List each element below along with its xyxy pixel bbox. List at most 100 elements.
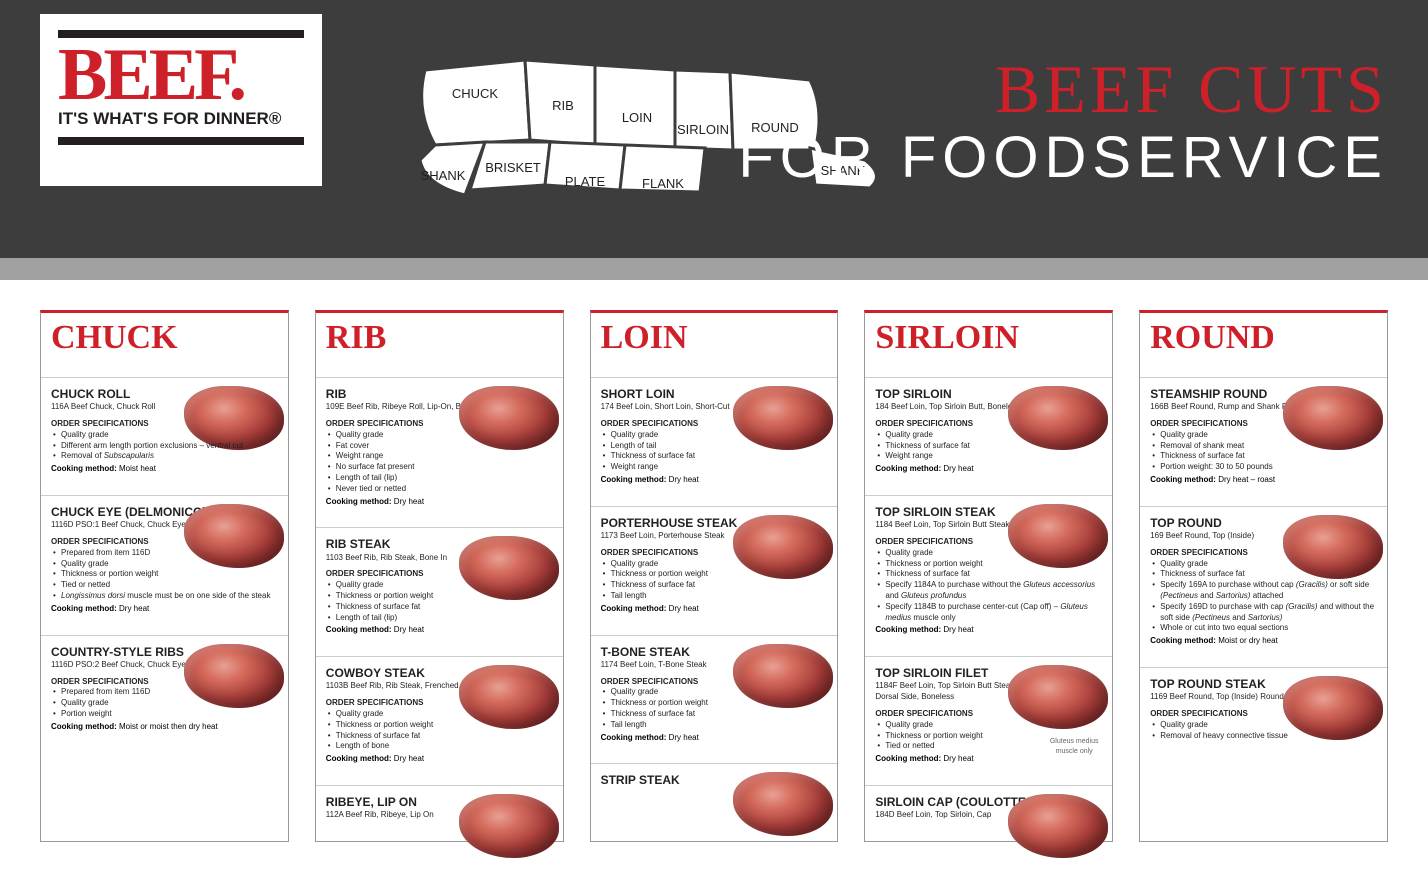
column-round: ROUND STEAMSHIP ROUND166B Beef Round, Rum… xyxy=(1139,310,1388,842)
spec-item: Specify 169A to purchase without cap (Gr… xyxy=(1152,580,1377,602)
spec-item: Portion weight: 30 to 50 pounds xyxy=(1152,462,1377,473)
spec-item: Tied or netted xyxy=(53,580,278,591)
diagram-label-chuck: CHUCK xyxy=(452,86,499,101)
spec-item: Length of tail (lip) xyxy=(328,473,553,484)
cut-card: STEAMSHIP ROUND166B Beef Round, Rump and… xyxy=(1140,377,1387,500)
cooking-method: Cooking method: Dry heat xyxy=(326,754,553,765)
spec-item: Quality grade xyxy=(53,559,278,570)
spec-item: Specify 1184B to purchase center-cut (Ca… xyxy=(877,602,1102,624)
page-title: BEEF CUTS FOR FOODSERVICE xyxy=(738,55,1388,193)
content-grid: CHUCK CHUCK ROLL116A Beef Chuck, Chuck Ro… xyxy=(0,280,1428,872)
meat-image xyxy=(459,794,559,858)
spec-item: Quality grade xyxy=(877,430,1102,441)
cut-card: CHUCK EYE (DELMONICO) STEAK1116D PSO:1 B… xyxy=(41,495,288,629)
spec-item: Quality grade xyxy=(877,548,1102,559)
logo-tagline: IT'S WHAT'S FOR DINNER® xyxy=(58,109,304,129)
spec-list: Quality gradeFat coverWeight rangeNo sur… xyxy=(326,430,553,495)
spec-item: Prepared from item 116D xyxy=(53,548,278,559)
spec-item: Quality grade xyxy=(1152,430,1377,441)
meat-image xyxy=(733,772,833,836)
cut-card: TOP SIRLOIN STEAK1184 Beef Loin, Top Sir… xyxy=(865,495,1112,650)
spec-item: Removal of heavy connective tissue xyxy=(1152,731,1377,742)
cooking-method: Cooking method: Dry heat xyxy=(875,464,1102,475)
cut-card: TOP ROUND STEAK1169 Beef Round, Top (Ins… xyxy=(1140,667,1387,755)
spec-item: Quality grade xyxy=(328,709,553,720)
column-title: ROUND xyxy=(1140,313,1387,371)
spec-list: Quality gradeThickness of surface fatSpe… xyxy=(1150,559,1377,635)
cut-card: CHUCK ROLL116A Beef Chuck, Chuck RollORD… xyxy=(41,377,288,489)
spec-item: Length of bone xyxy=(328,741,553,752)
meat-image xyxy=(1008,794,1108,858)
cooking-method: Cooking method: Dry heat xyxy=(601,475,828,486)
logo-bar-bottom xyxy=(58,137,304,145)
cut-card: COUNTRY-STYLE RIBS1116D PSO:2 Beef Chuck… xyxy=(41,635,288,747)
spec-item: Thickness or portion weight xyxy=(328,591,553,602)
title-line1: BEEF CUTS xyxy=(738,55,1388,123)
spec-item: Thickness or portion weight xyxy=(877,559,1102,570)
spec-item: Thickness or portion weight xyxy=(328,720,553,731)
cut-card: RIBEYE, LIP ON112A Beef Rib, Ribeye, Lip… xyxy=(316,785,563,841)
cut-card: RIB STEAK1103 Beef Rib, Rib Steak, Bone … xyxy=(316,527,563,650)
spec-list: Prepared from item 116DQuality gradePort… xyxy=(51,687,278,719)
cooking-method: Cooking method: Dry heat – roast xyxy=(1150,475,1377,486)
spec-list: Quality gradeThickness or portion weight… xyxy=(326,709,553,752)
cooking-method: Cooking method: Dry heat xyxy=(51,604,278,615)
logo-box: BEEF. IT'S WHAT'S FOR DINNER® xyxy=(40,14,322,186)
spec-item: Thickness of surface fat xyxy=(603,709,828,720)
diagram-label-flank: FLANK xyxy=(642,176,684,191)
spec-item: Length of tail (lip) xyxy=(328,613,553,624)
spec-list: Quality gradeThickness or portion weight… xyxy=(875,548,1102,624)
column-rib: RIBRIB109E Beef Rib, Ribeye Roll, Lip-On… xyxy=(315,310,564,842)
spec-item: Tail length xyxy=(603,720,828,731)
diagram-label-sirloin: SIRLOIN xyxy=(677,122,729,137)
spec-list: Quality gradeThickness or portion weight… xyxy=(601,687,828,730)
header-strip xyxy=(0,258,1428,280)
spec-item: Prepared from item 116D xyxy=(53,687,278,698)
spec-item: Longissimus dorsi muscle must be on one … xyxy=(53,591,278,602)
column-title: LOIN xyxy=(591,313,838,371)
spec-item: Never tied or netted xyxy=(328,484,553,495)
cooking-method: Cooking method: Dry heat xyxy=(326,625,553,636)
cut-card: SHORT LOIN174 Beef Loin, Short Loin, Sho… xyxy=(591,377,838,500)
spec-item: Thickness of surface fat xyxy=(603,451,828,462)
diagram-label-brisket: BRISKET xyxy=(485,160,541,175)
cut-card: PORTERHOUSE STEAK1173 Beef Loin, Porterh… xyxy=(591,506,838,629)
column-chuck: CHUCK CHUCK ROLL116A Beef Chuck, Chuck Ro… xyxy=(40,310,289,842)
cooking-method: Cooking method: Moist heat xyxy=(51,464,278,475)
header: BEEF. IT'S WHAT'S FOR DINNER® CHUCK RIB … xyxy=(0,0,1428,258)
spec-item: Quality grade xyxy=(1152,720,1377,731)
column-title: CHUCK xyxy=(41,313,288,371)
column-title: SIRLOIN xyxy=(865,313,1112,371)
image-caption: Gluteus medius muscle only xyxy=(1044,737,1104,756)
spec-list: Quality gradeLength of tailThickness of … xyxy=(601,430,828,473)
spec-list: Quality gradeRemoval of heavy connective… xyxy=(1150,720,1377,742)
spec-item: Thickness of surface fat xyxy=(328,602,553,613)
logo-brand: BEEF. xyxy=(58,42,304,109)
spec-item: Thickness of surface fat xyxy=(1152,569,1377,580)
spec-item: Removal of Subscapularis xyxy=(53,451,278,462)
spec-item: Tail length xyxy=(603,591,828,602)
spec-list: Quality gradeDifferent arm length portio… xyxy=(51,430,278,462)
diagram-label-plate: PLATE xyxy=(565,174,606,189)
spec-item: Quality grade xyxy=(603,559,828,570)
spec-item: Quality grade xyxy=(53,698,278,709)
spec-item: Weight range xyxy=(877,451,1102,462)
title-line2: FOR FOODSERVICE xyxy=(738,123,1388,193)
spec-item: Thickness of surface fat xyxy=(877,569,1102,580)
cooking-method: Cooking method: Moist or dry heat xyxy=(1150,636,1377,647)
spec-list: Quality gradeThickness or portion weight… xyxy=(601,559,828,602)
spec-list: Quality gradeRemoval of shank meatThickn… xyxy=(1150,430,1377,473)
spec-item: Quality grade xyxy=(603,687,828,698)
spec-item: Quality grade xyxy=(1152,559,1377,570)
diagram-label-rib: RIB xyxy=(552,98,574,113)
spec-item: Fat cover xyxy=(328,441,553,452)
spec-item: Weight range xyxy=(328,451,553,462)
cut-card: STRIP STEAK xyxy=(591,763,838,802)
spec-item: Portion weight xyxy=(53,709,278,720)
column-sirloin: SIRLOINTOP SIRLOIN184 Beef Loin, Top Sir… xyxy=(864,310,1113,842)
spec-item: Thickness of surface fat xyxy=(1152,451,1377,462)
spec-item: Specify 1184A to purchase without the Gl… xyxy=(877,580,1102,602)
spec-item: Quality grade xyxy=(53,430,278,441)
cut-card: RIB109E Beef Rib, Ribeye Roll, Lip-On, B… xyxy=(316,377,563,521)
spec-item: No surface fat present xyxy=(328,462,553,473)
